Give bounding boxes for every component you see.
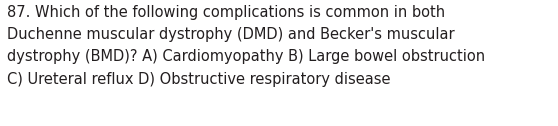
Text: 87. Which of the following complications is common in both
Duchenne muscular dys: 87. Which of the following complications… — [7, 5, 485, 87]
